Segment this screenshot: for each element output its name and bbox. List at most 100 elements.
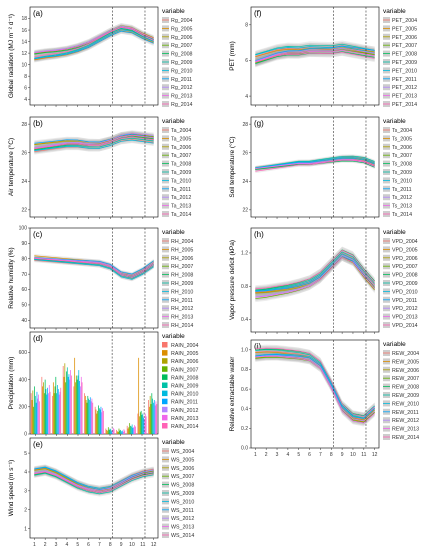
legend-item: PET_2008 <box>392 52 417 58</box>
bar <box>31 400 33 434</box>
legend-item: PET_2007 <box>392 43 417 49</box>
bar <box>121 431 122 434</box>
bar <box>140 410 142 434</box>
y-tick-label: 400 <box>19 377 28 383</box>
y-tick-label: 28 <box>21 122 27 128</box>
bar <box>118 428 120 434</box>
bar <box>57 385 58 434</box>
y-axis-label: PET (mm) <box>229 41 236 71</box>
bar <box>92 402 94 434</box>
legend-item: WS_2009 <box>171 491 194 497</box>
series-band <box>255 353 375 426</box>
legend-item: Rg_2007 <box>171 43 193 49</box>
y-tick-label: 0.8 <box>241 367 248 373</box>
legend-item: PET_2014 <box>392 102 417 108</box>
panel-d: 0 200 400 600 Precipitation (mm) (d) variable R… <box>8 331 198 438</box>
series-line <box>34 259 154 279</box>
legend-item: REW_2014 <box>392 435 419 441</box>
legend-title: variable <box>162 229 185 236</box>
legend-item: PET_2009 <box>392 60 417 66</box>
legend-item: VPD_2007 <box>392 264 418 270</box>
legend-item: Ts_2008 <box>392 162 412 168</box>
bar <box>35 402 37 434</box>
legend-item: Ts_2006 <box>392 145 412 151</box>
bar <box>55 376 57 434</box>
bar <box>138 357 140 434</box>
bar <box>43 393 45 434</box>
bar <box>122 431 124 434</box>
legend-key <box>162 342 168 348</box>
x-tick-label: 11 <box>140 542 145 548</box>
series-line <box>255 253 375 292</box>
legend-item: WS_2014 <box>171 533 194 539</box>
bar <box>137 413 139 434</box>
series-line <box>34 136 154 150</box>
legend-item: VPD_2006 <box>392 256 418 262</box>
y-tick-label: 18 <box>21 16 27 22</box>
series-line <box>34 30 154 60</box>
bar <box>48 393 49 434</box>
legend-item: PET_2004 <box>392 18 417 24</box>
legend-item: WS_2010 <box>171 499 194 505</box>
legend-key <box>162 423 168 429</box>
x-tick-label: 7 <box>319 452 322 458</box>
bar <box>106 429 108 434</box>
bar <box>150 404 152 434</box>
y-tick-label: 24 <box>21 179 27 185</box>
series-line <box>255 43 375 55</box>
bar <box>98 408 100 434</box>
series-line <box>34 25 154 53</box>
x-tick-label: 8 <box>109 542 112 548</box>
bar <box>139 412 141 434</box>
y-axis-label: Relative extractable water <box>229 356 236 432</box>
y-axis-label: Global radiation (MJ m⁻² d⁻¹) <box>8 14 15 98</box>
y-tick-label: 5 <box>24 451 27 457</box>
legend-item: REW_2009 <box>392 393 419 399</box>
legend-item: RAIN_2009 <box>171 384 198 390</box>
bar <box>99 409 101 434</box>
panel-h: 0.4 0.8 1.2 Vapor pressure deficit (kPa) (h)… <box>229 227 418 334</box>
legend-item: Ta_2009 <box>171 170 191 176</box>
plot-frame <box>250 339 380 449</box>
x-tick-label: 9 <box>120 542 123 548</box>
bar <box>148 400 149 434</box>
series-band <box>255 158 375 171</box>
bar <box>89 397 91 434</box>
x-tick-label: 6 <box>87 542 90 548</box>
legend-title: variable <box>383 8 406 15</box>
bar <box>151 393 153 434</box>
legend-item: VPD_2014 <box>392 323 418 329</box>
legend-item: VPD_2012 <box>392 306 418 312</box>
y-tick-label: 14 <box>21 39 27 45</box>
legend-item: RH_2012 <box>171 306 193 312</box>
series-band <box>34 257 154 282</box>
legend-key <box>162 366 168 372</box>
bar <box>100 406 102 434</box>
legend-item: Ta_2013 <box>171 204 191 210</box>
bar <box>66 367 68 434</box>
series-line <box>34 257 154 275</box>
series-line <box>34 259 154 280</box>
series-line <box>255 255 375 292</box>
legend-item: WS_2005 <box>171 457 194 463</box>
legend-key <box>162 350 168 356</box>
legend-item: RAIN_2008 <box>171 375 198 381</box>
bar <box>119 430 121 434</box>
bar <box>105 428 107 434</box>
legend-item: Rg_2010 <box>171 68 193 74</box>
legend-key <box>162 390 168 397</box>
bar <box>70 370 71 434</box>
series-line <box>34 472 154 495</box>
bar <box>153 400 155 434</box>
bar <box>42 386 44 434</box>
x-tick-label: 10 <box>129 542 135 548</box>
x-tick-label: 1 <box>254 452 257 458</box>
bar <box>76 379 78 434</box>
bar <box>44 379 46 434</box>
panel-b: 22 24 26 28 Air temperature (°C) (b) variable T… <box>7 116 191 219</box>
legend-item: RAIN_2010 <box>171 392 198 398</box>
bar <box>94 406 96 434</box>
bar <box>34 395 36 434</box>
